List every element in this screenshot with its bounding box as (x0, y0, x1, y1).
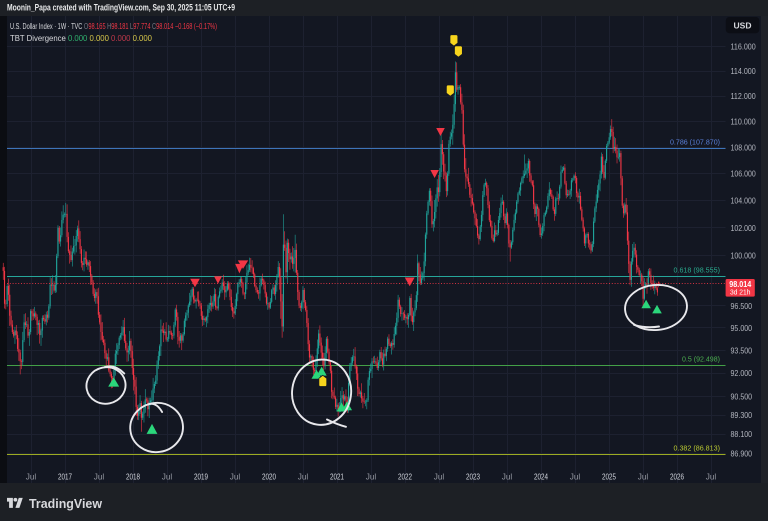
svg-text:2017: 2017 (58, 472, 72, 482)
svg-text:Jul: Jul (230, 472, 241, 482)
svg-text:96.500: 96.500 (731, 301, 753, 311)
svg-text:3d 21h: 3d 21h (730, 288, 751, 297)
svg-text:U.S. Dollar Index · 1W · TVC O: U.S. Dollar Index · 1W · TVC O98.165 H98… (10, 22, 217, 31)
svg-text:92.000: 92.000 (731, 368, 753, 378)
svg-text:2022: 2022 (398, 472, 412, 482)
svg-text:USD: USD (734, 20, 752, 30)
svg-text:Jul: Jul (570, 472, 581, 482)
svg-text:TBT Divergence 0.000 0.000 0.0: TBT Divergence 0.000 0.000 0.000 0.000 (10, 34, 153, 43)
svg-text:TradingView: TradingView (29, 496, 103, 511)
svg-text:100.000: 100.000 (731, 251, 756, 261)
svg-text:Jul: Jul (706, 472, 717, 482)
svg-text:2023: 2023 (466, 472, 480, 482)
svg-text:88.100: 88.100 (731, 429, 753, 439)
svg-text:2018: 2018 (126, 472, 140, 482)
svg-text:90.500: 90.500 (731, 391, 753, 401)
svg-text:2021: 2021 (330, 472, 344, 482)
svg-text:Jul: Jul (162, 472, 173, 482)
svg-text:95.000: 95.000 (731, 323, 753, 333)
svg-text:Jul: Jul (298, 472, 309, 482)
svg-text:0.382 (86.813): 0.382 (86.813) (674, 443, 721, 452)
svg-text:Jul: Jul (502, 472, 513, 482)
svg-text:Jul: Jul (434, 472, 445, 482)
svg-text:2025: 2025 (602, 472, 616, 482)
svg-text:110.000: 110.000 (731, 117, 756, 127)
svg-text:2020: 2020 (262, 472, 276, 482)
svg-text:Jul: Jul (638, 472, 649, 482)
svg-text:2024: 2024 (534, 472, 548, 482)
svg-text:93.500: 93.500 (731, 345, 753, 355)
svg-text:86.900: 86.900 (731, 449, 753, 459)
svg-text:0.618 (98.555): 0.618 (98.555) (674, 265, 721, 274)
svg-text:0.5 (92.498): 0.5 (92.498) (682, 354, 720, 363)
svg-text:2019: 2019 (194, 472, 208, 482)
svg-text:Jul: Jul (26, 472, 37, 482)
svg-text:Moonin_Papa created with Tradi: Moonin_Papa created with TradingView.com… (7, 3, 235, 13)
svg-text:116.000: 116.000 (731, 42, 756, 52)
svg-text:102.000: 102.000 (731, 223, 756, 233)
svg-text:89.300: 89.300 (731, 410, 753, 420)
svg-text:Jul: Jul (366, 472, 377, 482)
svg-text:98.014: 98.014 (729, 280, 751, 289)
svg-text:2026: 2026 (670, 472, 684, 482)
svg-text:114.000: 114.000 (731, 66, 756, 76)
svg-text:0.786 (107.870): 0.786 (107.870) (670, 137, 720, 146)
svg-text:Jul: Jul (94, 472, 105, 482)
svg-text:108.000: 108.000 (731, 142, 756, 152)
svg-text:112.000: 112.000 (731, 91, 756, 101)
svg-text:106.000: 106.000 (731, 169, 756, 179)
svg-text:104.000: 104.000 (731, 196, 756, 206)
